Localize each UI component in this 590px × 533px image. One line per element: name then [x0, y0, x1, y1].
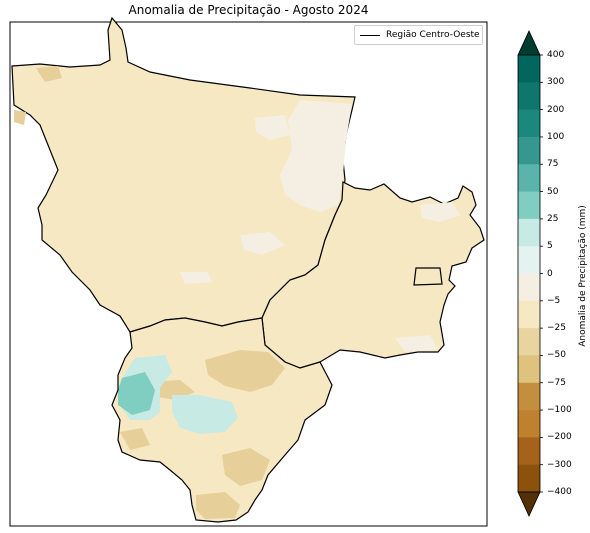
colorbar-tick-label: 75 [547, 159, 559, 170]
map-legend: Região Centro-Oeste [354, 25, 483, 45]
colorbar-band [518, 191, 540, 220]
anomaly-very-wet [118, 372, 155, 415]
colorbar-band [518, 464, 540, 493]
colorbar-band [518, 164, 540, 193]
anomaly-near-normal [180, 100, 460, 352]
colorbar-tick-label: 100 [547, 131, 565, 142]
colorbar-tick-label: 300 [547, 77, 565, 88]
state-distrito-federal [413, 267, 443, 286]
colorbar-extend-min [517, 491, 541, 517]
colorbar-extend-max [517, 30, 541, 56]
colorbar-band [518, 273, 540, 302]
colorbar-tick-label: −5 [547, 295, 561, 306]
colorbar-band [518, 218, 540, 247]
state-mato-grosso-do-sul-outline [111, 317, 333, 523]
colorbar-tick-label: −25 [547, 323, 566, 334]
colorbar [517, 30, 543, 517]
colorbar-band [518, 328, 540, 356]
colorbar-tick-label: 200 [547, 104, 565, 115]
colorbar-band [518, 355, 540, 384]
colorbar-tick-label: 5 [547, 241, 553, 252]
anomaly-dry [14, 66, 285, 519]
colorbar-tick-label: 0 [547, 268, 553, 279]
map-title: Anomalia de Precipitação - Agosto 2024 [128, 3, 369, 17]
colorbar-band [518, 410, 540, 438]
colorbar-label: Anomalia de Precipitação (mm) [578, 205, 588, 347]
colorbar-band [518, 109, 540, 138]
colorbar-band [518, 382, 540, 411]
colorbar-tick-label: −50 [547, 350, 566, 361]
colorbar-band [518, 136, 540, 165]
legend-label: Região Centro-Oeste [386, 30, 480, 40]
colorbar-band [518, 246, 540, 274]
colorbar-tick-label: −300 [547, 459, 572, 470]
colorbar-band [518, 437, 540, 466]
colorbar-tick-label: −100 [547, 405, 572, 416]
legend-line-swatch [360, 34, 380, 36]
colorbar-tick-label: −200 [547, 432, 572, 443]
colorbar-tick-label: 400 [547, 50, 565, 60]
colorbar-tick-label: 25 [547, 213, 559, 224]
colorbar-band [518, 300, 540, 329]
colorbar-tick-label: 50 [547, 186, 559, 197]
colorbar-band [518, 55, 540, 83]
colorbar-band [518, 82, 540, 111]
colorbar-tick-label: −400 [547, 487, 572, 497]
colorbar-tick-label: −75 [547, 377, 566, 388]
